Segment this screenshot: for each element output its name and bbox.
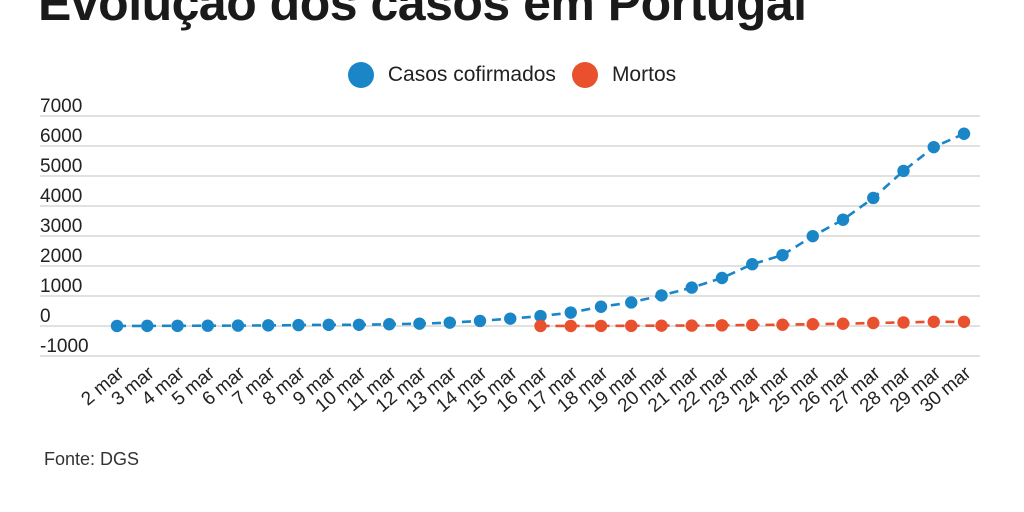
- data-point: [715, 271, 729, 285]
- data-point: [473, 314, 487, 328]
- data-point: [594, 319, 608, 333]
- data-point: [746, 258, 759, 271]
- data-point: [110, 319, 124, 333]
- data-point: [655, 289, 668, 302]
- legend-item-deaths[interactable]: Mortos: [571, 62, 677, 88]
- data-point: [867, 316, 880, 330]
- data-point: [685, 319, 698, 332]
- data-point: [957, 127, 971, 140]
- data-point: [625, 319, 638, 333]
- data-point: [171, 319, 184, 333]
- line-chart: 7000 6000 5000 4000 3000 2000 1000 0 -1000 2 mar3…: [40, 96, 980, 417]
- chart-title: Evolução dos casos em Portugal: [38, 0, 807, 31]
- data-point: [806, 229, 819, 243]
- y-tick-label: 4000: [40, 186, 82, 207]
- legend-dot-deaths: [571, 62, 598, 88]
- data-point: [836, 317, 850, 330]
- legend-label-confirmed: Casos cofirmados: [387, 63, 556, 86]
- data-point: [413, 317, 426, 330]
- data-point: [534, 319, 547, 333]
- data-point: [443, 316, 456, 329]
- y-tick-label: 3000: [40, 216, 82, 237]
- y-tick-label: 7000: [40, 96, 82, 117]
- data-point: [897, 316, 910, 329]
- legend-dot-confirmed: [347, 62, 374, 88]
- data-point: [141, 319, 154, 333]
- data-point: [594, 300, 608, 313]
- data-point: [715, 319, 729, 332]
- data-point: [564, 319, 577, 333]
- data-point: [201, 319, 214, 332]
- data-point: [322, 318, 335, 332]
- data-point: [685, 281, 698, 294]
- data-point: [867, 191, 880, 205]
- y-tick-label: 1000: [40, 276, 82, 297]
- data-point: [897, 164, 910, 178]
- data-point: [806, 318, 819, 331]
- data-point: [352, 318, 366, 331]
- series-deaths: [534, 315, 971, 333]
- series-confirmed: [110, 127, 971, 333]
- data-point: [655, 319, 668, 332]
- data-point: [927, 140, 940, 154]
- y-tick-label: -1000: [40, 336, 89, 357]
- data-point: [776, 248, 789, 262]
- data-point: [262, 319, 275, 332]
- data-point: [231, 319, 245, 332]
- legend-label-deaths: Mortos: [611, 63, 677, 86]
- data-point: [625, 296, 638, 309]
- data-point: [927, 315, 940, 328]
- y-tick-label: 0: [40, 306, 51, 327]
- data-point: [292, 318, 305, 332]
- y-tick-label: 2000: [40, 246, 82, 267]
- data-point: [534, 309, 547, 323]
- data-point: [504, 312, 517, 325]
- y-tick-label: 5000: [40, 156, 82, 177]
- grid-group: 7000 6000 5000 4000 3000 2000 1000 0 -1000: [40, 96, 980, 357]
- chart-legend: Casos cofirmados Mortos: [0, 61, 1024, 89]
- data-point: [836, 213, 850, 226]
- source-note: Fonte: DGS: [44, 449, 140, 469]
- data-point: [957, 315, 971, 328]
- data-point: [383, 318, 396, 331]
- y-tick-label: 6000: [40, 126, 82, 147]
- legend-item-confirmed[interactable]: Casos cofirmados: [347, 62, 556, 88]
- series-line: [117, 132, 965, 328]
- data-point: [746, 318, 759, 332]
- data-point: [564, 306, 577, 319]
- data-point: [776, 318, 789, 331]
